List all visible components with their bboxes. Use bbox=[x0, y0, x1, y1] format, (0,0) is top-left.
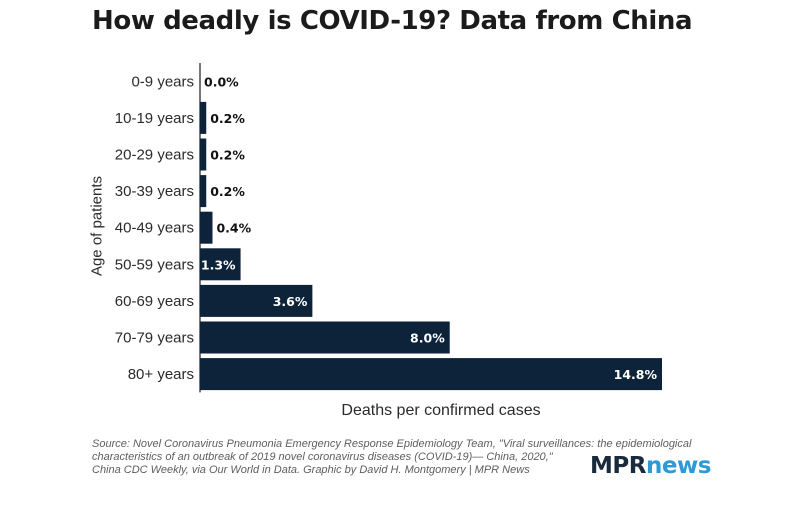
y-tick-label: 10-19 years bbox=[115, 110, 194, 127]
bar bbox=[200, 321, 450, 354]
logo-news-text: news bbox=[645, 453, 711, 479]
mpr-news-logo: MPRnews bbox=[590, 453, 711, 479]
data-label: 1.3% bbox=[201, 257, 236, 272]
bar bbox=[200, 138, 207, 171]
bar bbox=[200, 358, 662, 391]
data-label: 8.0% bbox=[410, 331, 445, 346]
source-line: Source: Novel Coronavirus Pneumonia Emer… bbox=[92, 438, 692, 450]
bar bbox=[200, 211, 213, 244]
data-label: 0.2% bbox=[210, 148, 245, 163]
y-tick-label: 20-29 years bbox=[115, 147, 194, 164]
chart-title: How deadly is COVID-19? Data from China bbox=[92, 6, 693, 36]
data-label: 0.0% bbox=[204, 74, 239, 89]
data-label: 0.2% bbox=[210, 111, 245, 126]
data-label: 0.4% bbox=[216, 221, 251, 236]
y-tick-label: 40-49 years bbox=[115, 220, 194, 237]
y-tick-label: 30-39 years bbox=[115, 183, 194, 200]
bar-chart: 0-9 years 0.0% 10-19 years 0.2% 20-29 years 0… bbox=[115, 63, 662, 393]
bar bbox=[200, 248, 241, 281]
y-tick-label: 70-79 years bbox=[115, 330, 194, 347]
data-label: 3.6% bbox=[273, 294, 308, 309]
source-note: Source: Novel Coronavirus Pneumonia Emer… bbox=[92, 438, 732, 477]
bar bbox=[200, 175, 207, 208]
y-tick-label: 60-69 years bbox=[115, 293, 194, 310]
y-tick-label: 80+ years bbox=[128, 366, 194, 383]
data-label: 0.2% bbox=[210, 184, 245, 199]
logo-mpr-text: MPR bbox=[590, 453, 646, 479]
y-tick-label: 0-9 years bbox=[131, 73, 194, 90]
y-tick-label: 50-59 years bbox=[115, 256, 194, 273]
source-line: China CDC Weekly, via Our World in Data.… bbox=[92, 464, 530, 476]
x-axis-label: Deaths per confirmed cases bbox=[341, 402, 541, 419]
data-label: 14.8% bbox=[614, 367, 658, 382]
source-line: characteristics of an outbreak of 2019 n… bbox=[92, 451, 553, 463]
bar bbox=[200, 284, 313, 317]
bar bbox=[200, 101, 207, 134]
